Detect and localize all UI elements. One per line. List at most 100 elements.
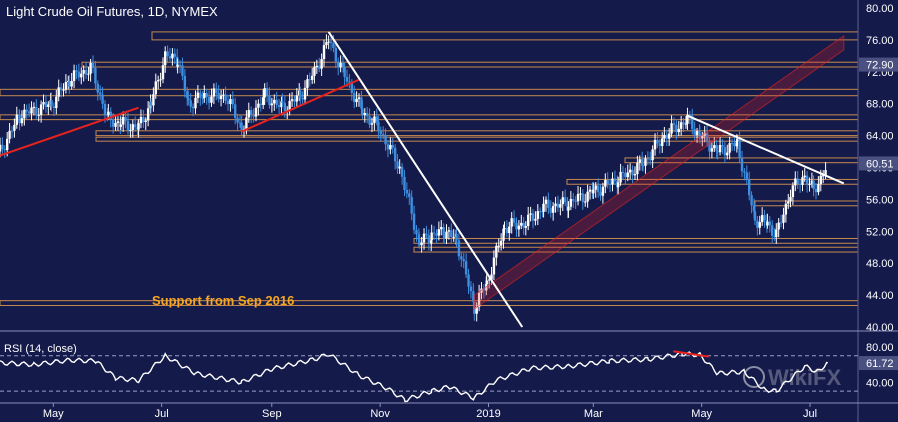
candle-body bbox=[695, 131, 699, 135]
candle-body bbox=[510, 218, 513, 227]
candle-body bbox=[763, 215, 766, 221]
candle-body bbox=[559, 204, 562, 208]
candle-body bbox=[249, 110, 253, 116]
candle-body bbox=[361, 108, 364, 115]
rsi-tick-label: 80.00 bbox=[866, 342, 894, 354]
candle-body bbox=[701, 135, 704, 139]
candle-body bbox=[215, 88, 218, 94]
candle-body bbox=[265, 88, 269, 96]
candle-body bbox=[341, 62, 345, 67]
candle-body bbox=[96, 83, 99, 93]
candle-body bbox=[111, 119, 115, 127]
x-tick-label: 2019 bbox=[476, 408, 500, 420]
candle-body bbox=[363, 113, 366, 115]
x-tick-label: Nov bbox=[370, 408, 390, 420]
candle-body bbox=[142, 117, 145, 123]
candle-body bbox=[682, 122, 685, 125]
candle-body bbox=[365, 113, 369, 117]
y-tick-label: 44.00 bbox=[866, 290, 894, 302]
candle-body bbox=[656, 139, 659, 144]
candle-body bbox=[343, 66, 346, 77]
candle-body bbox=[283, 102, 287, 112]
candle-body bbox=[137, 123, 140, 130]
candle-body bbox=[360, 97, 363, 109]
candle-body bbox=[178, 64, 182, 66]
y-tick-label: 76.00 bbox=[866, 35, 894, 47]
candle-body bbox=[529, 213, 532, 215]
candle-body bbox=[787, 201, 790, 204]
candle-body bbox=[531, 213, 535, 221]
candle-body bbox=[194, 97, 197, 109]
candle-body bbox=[452, 236, 455, 238]
candle-body bbox=[805, 175, 809, 185]
candle-body bbox=[705, 132, 709, 143]
candle-body bbox=[210, 96, 213, 103]
candle-body bbox=[728, 143, 731, 153]
candle-body bbox=[527, 214, 530, 227]
candle-body bbox=[398, 166, 401, 169]
candle-body bbox=[756, 220, 759, 228]
candle-body bbox=[183, 75, 187, 92]
candle-body bbox=[339, 62, 342, 68]
candle-body bbox=[386, 144, 390, 150]
candle-body bbox=[621, 171, 625, 173]
candle-body bbox=[306, 79, 309, 88]
candle-body bbox=[566, 202, 569, 211]
candle-body bbox=[408, 193, 411, 198]
candle-body bbox=[713, 145, 716, 149]
candle-body bbox=[403, 176, 406, 190]
candle-body bbox=[131, 124, 134, 130]
candle-body bbox=[139, 117, 143, 124]
candle-body bbox=[270, 103, 274, 106]
y-tick-label: 64.00 bbox=[866, 131, 894, 143]
candle-body bbox=[393, 147, 397, 162]
candle-body bbox=[129, 129, 132, 131]
candle-body bbox=[75, 70, 78, 72]
trendline bbox=[241, 78, 360, 133]
price-tag-label: 60.51 bbox=[866, 158, 894, 170]
candle-body bbox=[775, 229, 778, 238]
candle-body bbox=[561, 197, 564, 205]
candle-body bbox=[236, 117, 239, 123]
candle-body bbox=[156, 80, 160, 82]
candle-body bbox=[189, 100, 192, 107]
y-tick-label: 48.00 bbox=[866, 258, 894, 270]
candle-body bbox=[70, 80, 73, 87]
candle-body bbox=[334, 47, 338, 62]
y-tick-label: 68.00 bbox=[866, 99, 894, 111]
candle-body bbox=[569, 199, 573, 207]
rsi-value-label: 61.72 bbox=[866, 358, 894, 370]
candle-body bbox=[91, 62, 95, 69]
candle-body bbox=[467, 274, 470, 287]
candle-body bbox=[410, 197, 413, 214]
candle-body bbox=[716, 151, 719, 153]
candle-body bbox=[412, 213, 416, 230]
candle-body bbox=[502, 228, 505, 241]
candle-body bbox=[549, 208, 552, 213]
candle-body bbox=[313, 66, 316, 76]
candle-body bbox=[82, 69, 85, 74]
candle-body bbox=[753, 211, 757, 221]
candle-body bbox=[121, 117, 125, 125]
candle-body bbox=[18, 115, 21, 124]
candle-body bbox=[277, 105, 281, 108]
candle-body bbox=[229, 99, 232, 104]
candle-body bbox=[686, 114, 689, 124]
candle-body bbox=[693, 128, 696, 135]
price-tag-label: 72.90 bbox=[866, 60, 894, 72]
candle-body bbox=[345, 76, 349, 82]
candle-body bbox=[450, 230, 453, 237]
candle-body bbox=[379, 131, 382, 135]
candle-body bbox=[370, 123, 374, 125]
chart-title: Light Crude Oil Futures, 1D, NYMEX bbox=[6, 4, 218, 19]
candle-body bbox=[638, 159, 641, 163]
candle-body bbox=[196, 92, 200, 98]
candle-body bbox=[640, 159, 644, 166]
candle-body bbox=[710, 148, 714, 152]
candle-body bbox=[144, 120, 147, 123]
candle-body bbox=[633, 174, 637, 176]
candle-body bbox=[768, 221, 772, 226]
x-tick-label: Jul bbox=[155, 408, 169, 420]
candle-body bbox=[773, 235, 776, 238]
candle-body bbox=[626, 172, 629, 178]
